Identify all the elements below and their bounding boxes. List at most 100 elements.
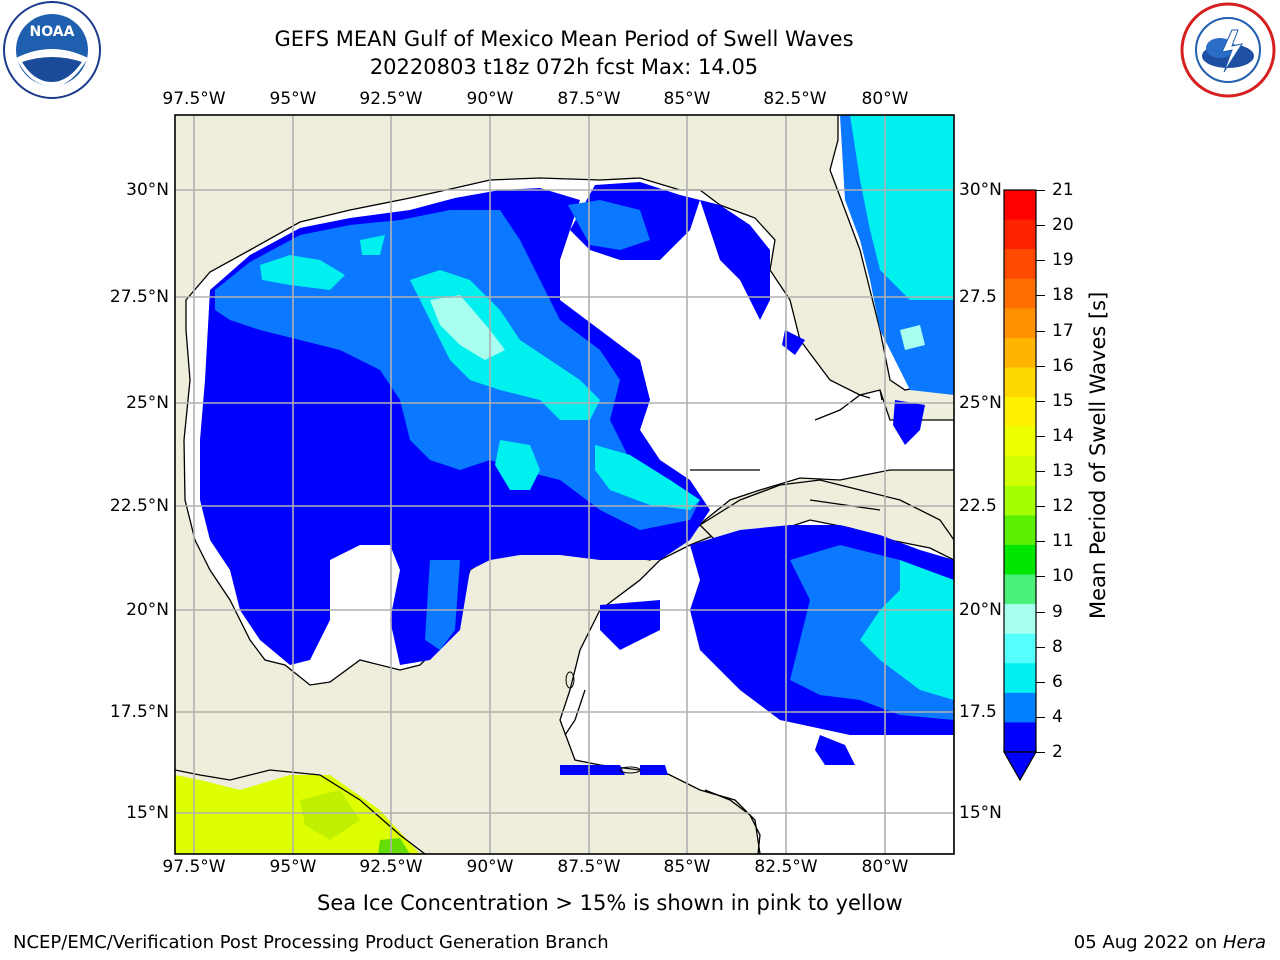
colorbar-tick-mark: [1036, 611, 1045, 613]
lat-label-left: 20°N: [126, 600, 169, 620]
lon-label-top: 90°W: [466, 89, 514, 109]
colorbar-swatch: [1004, 219, 1036, 250]
colorbar-tick-mark: [1036, 716, 1045, 718]
map-title: GEFS MEAN Gulf of Mexico Mean Period of …: [274, 27, 854, 51]
lon-label-bottom: 80°W: [861, 857, 909, 877]
colorbar-tick-mark: [1036, 190, 1045, 191]
lat-label-right: 22.5: [959, 496, 997, 516]
colorbar-tick-mark: [1036, 295, 1045, 297]
coastlines: [175, 389, 883, 854]
colorbar-swatch: [1004, 722, 1036, 753]
colorbar-tick-mark: [1036, 471, 1045, 472]
colorbar-tick-mark: [1036, 752, 1045, 753]
colorbar-tick-mark: [1036, 541, 1045, 543]
colorbar-swatch: [1004, 456, 1036, 487]
colorbar-swatch: [1004, 308, 1036, 339]
colorbar-tick-mark: [1036, 506, 1045, 508]
colorbar-swatch: [1004, 692, 1036, 723]
lat-label-left: 25°N: [126, 393, 169, 413]
lon-label-bottom: 90°W: [466, 857, 514, 877]
lat-label-left: 30°N: [126, 180, 169, 200]
colorbar-tick-mark: [1036, 260, 1045, 262]
sea-ice-note: Sea Ice Concentration > 15% is shown in …: [317, 891, 903, 915]
lon-label-top: 92.5°W: [359, 89, 423, 109]
colorbar-tick-mark: [1036, 365, 1045, 367]
colorbar-tick-mark: [1036, 400, 1045, 402]
colorbar-tick-label: 12: [1052, 496, 1074, 517]
lon-label-bottom: 82.5°W: [754, 857, 818, 877]
swell-8-9s: [430, 295, 925, 360]
lat-label-left: 17.5°N: [109, 702, 169, 722]
colorbar-swatch: [1004, 604, 1036, 635]
lon-label-bottom: 85°W: [663, 857, 711, 877]
colorbar-tick-mark: [1036, 435, 1045, 437]
colorbar-extend-arrow: [1002, 751, 1038, 782]
lat-label-right: 17.5: [959, 702, 997, 722]
lon-label-bottom: 97.5°W: [162, 857, 226, 877]
lon-label-top: 97.5°W: [162, 89, 226, 109]
map-subtitle: 20220803 t18z 072h fcst Max: 14.05: [369, 55, 759, 79]
footer-date: 05 Aug 2022 on Hera: [1074, 932, 1266, 953]
colorbar-tick-label: 18: [1052, 285, 1074, 306]
colorbar-tick-label: 4: [1052, 706, 1063, 727]
colorbar-tick-label: 13: [1052, 461, 1074, 481]
colorbar-swatch: [1004, 544, 1036, 576]
colorbar-tick-label: 11: [1052, 531, 1074, 552]
nws-logo: [1180, 2, 1276, 98]
lat-label-right: 25°N: [959, 393, 1002, 413]
lat-label-left: 22.5°N: [109, 496, 169, 516]
lon-label-bottom: 95°W: [269, 857, 317, 877]
lon-label-bottom: 92.5°W: [359, 857, 423, 877]
lon-label-top: 87.5°W: [557, 89, 621, 109]
lat-label-left: 27.5°N: [109, 287, 169, 307]
map-frame: [174, 114, 955, 855]
lon-label-bottom: 87.5°W: [557, 857, 621, 877]
colorbar-tick-label: 10: [1052, 566, 1074, 587]
colorbar-tick-label: 17: [1052, 320, 1074, 341]
colorbar-tick-mark: [1036, 681, 1045, 683]
lat-label-right: 20°N: [959, 600, 1002, 620]
pacific-yellow-field: [175, 775, 420, 854]
colorbar-tick-label: 8: [1052, 636, 1063, 657]
colorbar-tick-label: 14: [1052, 425, 1074, 446]
colorbar-tick-label: 19: [1052, 250, 1074, 271]
colorbar-tick-label: 21: [1052, 180, 1074, 200]
colorbar-tick-label: 2: [1052, 742, 1063, 762]
lon-label-top: 95°W: [269, 89, 317, 109]
colorbar-tick-label: 6: [1052, 671, 1063, 692]
colorbar-swatch: [1004, 663, 1036, 694]
colorbar-swatch: [1004, 485, 1036, 516]
colorbar-tick-mark: [1036, 646, 1045, 648]
lat-label-right: 15°N: [959, 803, 1002, 823]
colorbar-swatch: [1004, 515, 1036, 546]
colorbar: [1002, 189, 1038, 782]
colorbar-tick-mark: [1036, 225, 1045, 227]
colorbar-swatch: [1004, 574, 1036, 605]
colorbar-tick-label: 20: [1052, 215, 1074, 236]
colorbar-swatch: [1004, 367, 1036, 398]
colorbar-tick-label: 16: [1052, 355, 1074, 376]
lon-label-top: 85°W: [663, 89, 711, 109]
lat-label-left: 15°N: [126, 803, 169, 823]
colorbar-tick-mark: [1036, 576, 1045, 578]
noaa-logo: NOAA: [3, 1, 101, 99]
lat-label-right: 27.5: [959, 287, 997, 307]
colorbar-swatch: [1004, 397, 1036, 428]
lon-label-top: 82.5°W: [763, 89, 827, 109]
colorbar-swatch: [1004, 426, 1036, 457]
colorbar-tick-label: 9: [1052, 601, 1063, 622]
lon-label-top: 80°W: [861, 89, 909, 109]
colorbar-swatch: [1004, 190, 1036, 221]
colorbar-tick-mark: [1036, 330, 1045, 332]
colorbar-swatch: [1004, 249, 1036, 280]
colorbar-swatch: [1004, 278, 1036, 309]
footer-credit: NCEP/EMC/Verification Post Processing Pr…: [13, 932, 609, 953]
colorbar-label: Mean Period of Swell Waves [s]: [1086, 291, 1110, 619]
colorbar-tick-label: 15: [1052, 390, 1074, 411]
colorbar-swatch: [1004, 633, 1036, 664]
footer-date-text: 05 Aug 2022 on: [1073, 932, 1223, 953]
noaa-logo-text: NOAA: [30, 24, 75, 40]
graticule: [175, 115, 954, 854]
lat-label-right: 30°N: [959, 180, 1002, 200]
